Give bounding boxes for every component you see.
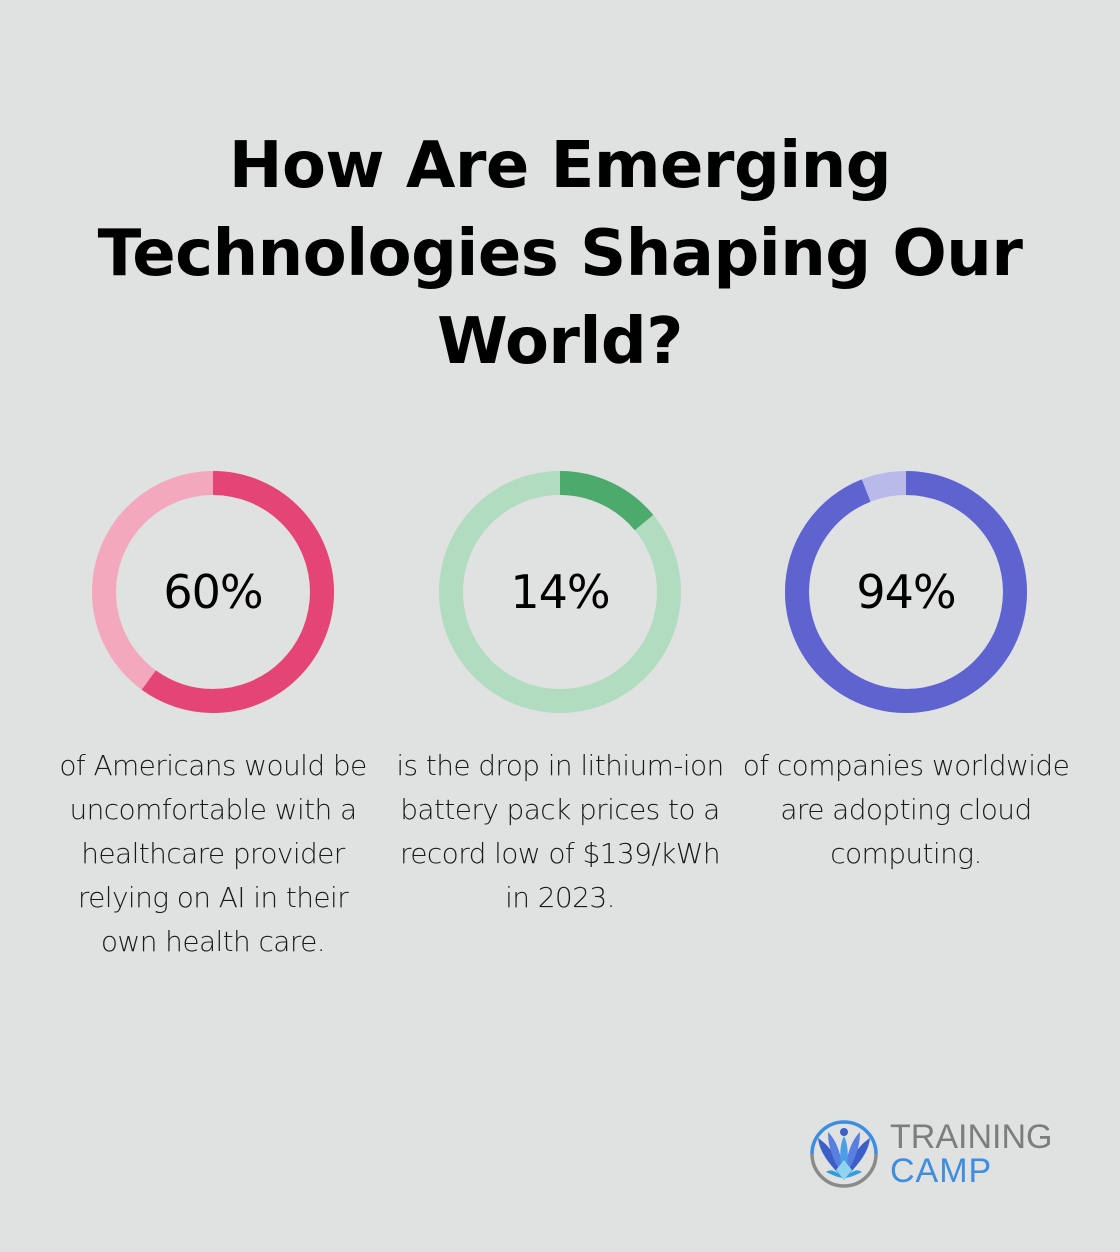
page-title: How Are Emerging Technologies Shaping Ou… xyxy=(97,129,1023,379)
stat-card-cloud-adoption: 94% of companies worldwide are adopting … xyxy=(736,470,1076,876)
training-camp-logo: TRAINING CAMP xyxy=(806,1114,1066,1194)
stat-description: is the drop in lithium-ion battery pack … xyxy=(396,749,724,914)
stat-description: of Americans would be uncomfortable with… xyxy=(59,749,367,958)
stat-card-battery-prices: 14% is the drop in lithium-ion battery p… xyxy=(390,470,730,920)
stat-description: of companies worldwide are adopting clou… xyxy=(742,749,1070,870)
logo-text-training: TRAINING xyxy=(890,1118,1053,1156)
donut-chart: 94% xyxy=(784,470,1028,714)
progress-ring xyxy=(785,471,1027,713)
progress-ring xyxy=(439,471,681,713)
progress-ring xyxy=(92,471,334,713)
stat-value: 94% xyxy=(856,565,956,619)
donut-chart: 60% xyxy=(91,470,335,714)
donut-chart: 14% xyxy=(438,470,682,714)
lotus-logo-icon xyxy=(810,1120,878,1188)
stat-value: 60% xyxy=(163,565,263,619)
stat-card-ai-healthcare: 60% of Americans would be uncomfortable … xyxy=(43,470,383,964)
stat-value: 14% xyxy=(510,565,610,619)
logo-text-camp: CAMP xyxy=(890,1152,993,1190)
